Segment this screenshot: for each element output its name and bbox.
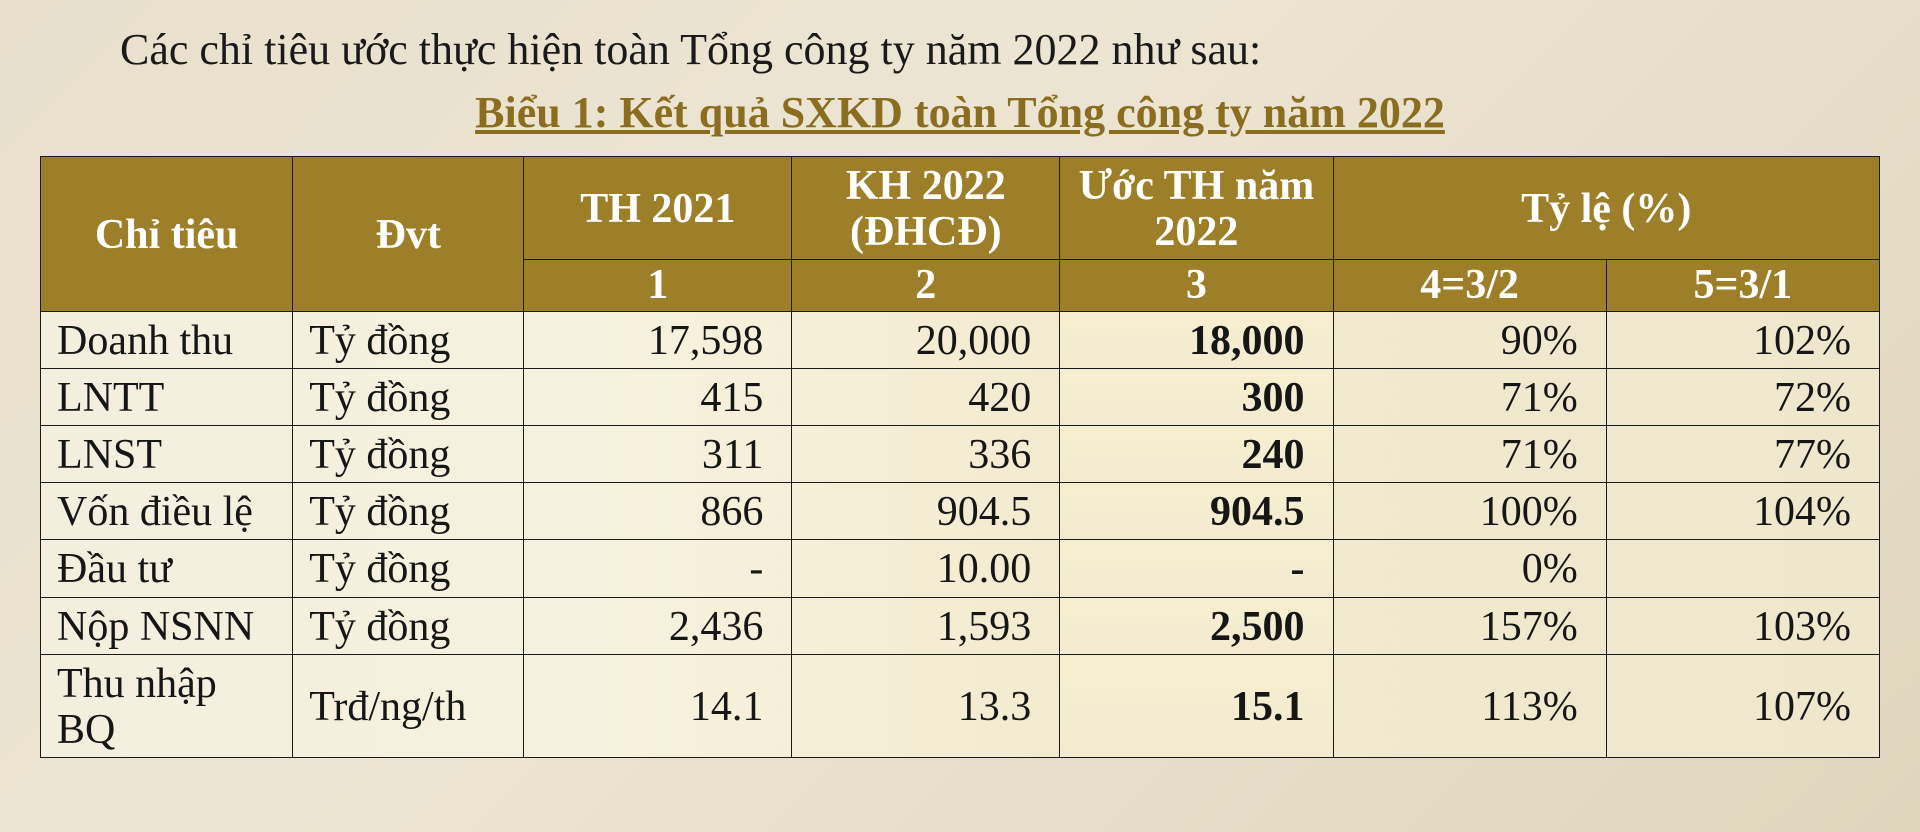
intro-text: Các chỉ tiêu ước thực hiện toàn Tổng côn… [120,24,1880,75]
results-table: Chỉ tiêu Đvt TH 2021 KH 2022 (ĐHCĐ) Ước … [40,156,1880,758]
col-header-dvt: Đvt [293,157,524,312]
table-body: Doanh thu Tỷ đồng 17,598 20,000 18,000 9… [41,311,1880,758]
cell-dvt: Tỷ đồng [293,368,524,425]
cell-chitieu: Vốn điều lệ [41,483,293,540]
cell-r4: 100% [1333,483,1606,540]
cell-th2021: 311 [524,425,792,482]
cell-uoc: - [1060,540,1333,597]
cell-r5: 77% [1606,425,1879,482]
table-row: Doanh thu Tỷ đồng 17,598 20,000 18,000 9… [41,311,1880,368]
cell-chitieu: Doanh thu [41,311,293,368]
cell-uoc: 300 [1060,368,1333,425]
cell-uoc: 240 [1060,425,1333,482]
cell-chitieu: Thu nhập BQ [41,654,293,757]
col-header-uocth2022: Ước TH năm 2022 [1060,157,1333,260]
table-row: Đầu tư Tỷ đồng - 10.00 - 0% [41,540,1880,597]
cell-dvt: Tỷ đồng [293,483,524,540]
table-row: LNTT Tỷ đồng 415 420 300 71% 72% [41,368,1880,425]
cell-kh2022: 10.00 [792,540,1060,597]
cell-th2021: 17,598 [524,311,792,368]
subheader-4: 4=3/2 [1333,260,1606,311]
document-page: Các chỉ tiêu ước thực hiện toàn Tổng côn… [0,0,1920,798]
cell-kh2022: 336 [792,425,1060,482]
cell-chitieu: Đầu tư [41,540,293,597]
cell-chitieu: LNTT [41,368,293,425]
cell-th2021: 14.1 [524,654,792,757]
subheader-3: 3 [1060,260,1333,311]
cell-kh2022: 420 [792,368,1060,425]
cell-r4: 71% [1333,368,1606,425]
subheader-2: 2 [792,260,1060,311]
col-header-chitieu: Chỉ tiêu [41,157,293,312]
cell-chitieu: LNST [41,425,293,482]
cell-r5: 103% [1606,597,1879,654]
col-header-th2021: TH 2021 [524,157,792,260]
cell-kh2022: 1,593 [792,597,1060,654]
cell-r5: 104% [1606,483,1879,540]
cell-r4: 157% [1333,597,1606,654]
cell-chitieu: Nộp NSNN [41,597,293,654]
cell-r5: 107% [1606,654,1879,757]
cell-dvt: Trđ/ng/th [293,654,524,757]
table-caption: Biểu 1: Kết quả SXKD toàn Tổng công ty n… [40,87,1880,138]
cell-th2021: 415 [524,368,792,425]
cell-dvt: Tỷ đồng [293,540,524,597]
cell-th2021: 2,436 [524,597,792,654]
cell-uoc: 18,000 [1060,311,1333,368]
cell-uoc: 904.5 [1060,483,1333,540]
cell-th2021: 866 [524,483,792,540]
table-header-row-1: Chỉ tiêu Đvt TH 2021 KH 2022 (ĐHCĐ) Ước … [41,157,1880,260]
cell-uoc: 2,500 [1060,597,1333,654]
cell-r4: 113% [1333,654,1606,757]
cell-dvt: Tỷ đồng [293,311,524,368]
cell-uoc: 15.1 [1060,654,1333,757]
table-row: LNST Tỷ đồng 311 336 240 71% 77% [41,425,1880,482]
cell-r4: 0% [1333,540,1606,597]
cell-th2021: - [524,540,792,597]
cell-r4: 90% [1333,311,1606,368]
col-header-kh2022: KH 2022 (ĐHCĐ) [792,157,1060,260]
cell-kh2022: 20,000 [792,311,1060,368]
cell-kh2022: 904.5 [792,483,1060,540]
table-row: Thu nhập BQ Trđ/ng/th 14.1 13.3 15.1 113… [41,654,1880,757]
table-row: Vốn điều lệ Tỷ đồng 866 904.5 904.5 100%… [41,483,1880,540]
subheader-1: 1 [524,260,792,311]
cell-dvt: Tỷ đồng [293,425,524,482]
subheader-5: 5=3/1 [1606,260,1879,311]
cell-r5: 72% [1606,368,1879,425]
cell-r5: 102% [1606,311,1879,368]
table-row: Nộp NSNN Tỷ đồng 2,436 1,593 2,500 157% … [41,597,1880,654]
col-header-tyle: Tỷ lệ (%) [1333,157,1880,260]
cell-kh2022: 13.3 [792,654,1060,757]
cell-r4: 71% [1333,425,1606,482]
cell-r5 [1606,540,1879,597]
cell-dvt: Tỷ đồng [293,597,524,654]
